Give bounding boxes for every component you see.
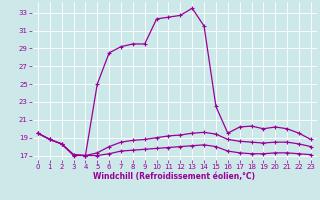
X-axis label: Windchill (Refroidissement éolien,°C): Windchill (Refroidissement éolien,°C) <box>93 172 255 181</box>
